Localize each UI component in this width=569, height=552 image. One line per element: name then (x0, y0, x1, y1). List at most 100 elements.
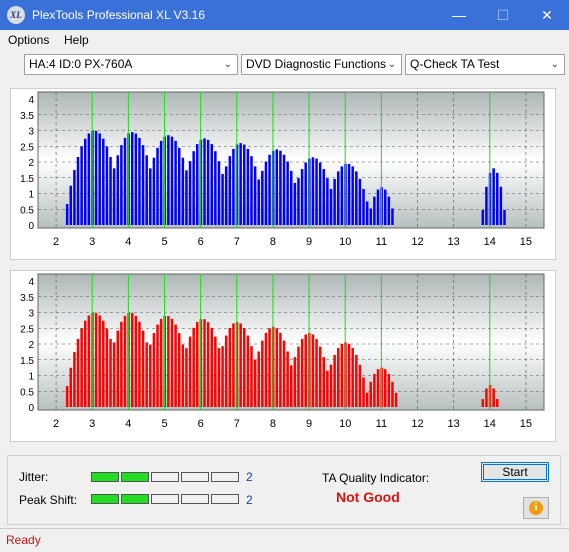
histogram-bar (203, 138, 206, 225)
histogram-bar (214, 336, 217, 407)
histogram-bar (485, 388, 488, 407)
window-title: PlexTools Professional XL V3.16 (32, 8, 205, 22)
histogram-bar (159, 140, 163, 225)
close-button[interactable]: ✕ (525, 0, 569, 30)
x-tick-label: 6 (198, 418, 204, 430)
status-bar: Ready (0, 528, 569, 552)
menu-help[interactable]: Help (64, 33, 89, 47)
menu-options[interactable]: Options (8, 33, 50, 47)
drive-select[interactable]: HA:4 ID:0 PX-760A ⌄ (24, 54, 238, 75)
histogram-bar (481, 399, 485, 407)
histogram-bar (214, 151, 217, 225)
histogram-bar (394, 392, 398, 407)
y-tick-label: 0.5 (20, 387, 34, 398)
title-bar[interactable]: XL PlexTools Professional XL V3.16 — ☐ ✕ (0, 0, 569, 30)
histogram-bar (167, 316, 170, 407)
function-select-value: DVD Diagnostic Functions (246, 57, 387, 71)
histogram-bar (264, 161, 268, 225)
histogram-bar (94, 130, 98, 225)
start-button[interactable]: Start (481, 462, 549, 482)
histogram-bar (347, 163, 351, 225)
y-tick-label: 0.5 (20, 205, 34, 216)
histogram-bar (188, 161, 192, 225)
histogram-bar (275, 149, 279, 225)
histogram-bar (210, 327, 213, 407)
histogram-bar (351, 348, 354, 407)
histogram-bar (293, 183, 297, 225)
y-tick-label: 4 (28, 95, 34, 106)
function-select[interactable]: DVD Diagnostic Functions ⌄ (241, 54, 402, 75)
drive-select-value: HA:4 ID:0 PX-760A (29, 57, 133, 71)
histogram-bar (87, 133, 91, 225)
histogram-bar (329, 188, 333, 225)
histogram-bar (376, 189, 380, 225)
histogram-bar (387, 373, 391, 407)
ta-quality-label: TA Quality Indicator: (322, 471, 430, 485)
histogram-bar (196, 144, 199, 225)
histogram-bar (250, 346, 253, 407)
histogram-bar (318, 162, 322, 225)
histogram-bar (387, 196, 391, 225)
histogram-bar (65, 386, 69, 407)
histogram-bar (228, 327, 232, 407)
histogram-bar (275, 328, 279, 407)
x-tick-label: 4 (125, 418, 131, 430)
histogram-bar (340, 343, 344, 407)
histogram-bar (246, 148, 250, 225)
histogram-bar (145, 155, 148, 225)
histogram-bar (102, 320, 105, 407)
y-tick-label: 3.5 (20, 111, 34, 122)
histogram-bar (232, 148, 235, 225)
histogram-bar (333, 178, 336, 225)
histogram-bar (329, 364, 333, 407)
histogram-bar (87, 315, 91, 407)
histogram-bar (145, 342, 148, 407)
histogram-bar (112, 168, 116, 225)
histogram-bar (355, 354, 358, 407)
histogram-bar (80, 328, 83, 407)
histogram-bar (373, 196, 376, 225)
maximize-button[interactable]: ☐ (481, 0, 525, 30)
meter-segment (91, 472, 119, 482)
toolbar: HA:4 ID:0 PX-760A ⌄ DVD Diagnostic Funct… (0, 51, 569, 81)
x-tick-label: 14 (484, 418, 496, 430)
histogram-bar (239, 323, 242, 407)
histogram-bar (109, 338, 112, 407)
test-select[interactable]: Q-Check TA Test ⌄ (405, 54, 565, 75)
histogram-bar (304, 162, 307, 225)
histogram-bar (279, 332, 282, 407)
histogram-bar (105, 146, 109, 225)
histogram-bar (391, 381, 394, 407)
histogram-bar (243, 327, 246, 407)
histogram-bar (120, 321, 123, 407)
x-tick-label: 7 (234, 236, 240, 248)
close-icon: ✕ (541, 7, 553, 23)
meter-segment (211, 472, 239, 482)
histogram-bar (322, 357, 326, 407)
histogram-bar (217, 161, 221, 225)
histogram-bar (391, 208, 394, 225)
jitter-label: Jitter: (19, 470, 49, 484)
histogram-bar (69, 185, 73, 225)
chevron-down-icon: ⌄ (223, 59, 232, 70)
histogram-bar (246, 335, 250, 407)
histogram-bar (123, 315, 127, 407)
meter-segment (121, 472, 149, 482)
minimize-button[interactable]: — (437, 0, 481, 30)
histogram-bar (362, 377, 365, 407)
histogram-bar (369, 381, 373, 407)
x-tick-label: 11 (376, 236, 387, 248)
histogram-bar (123, 137, 127, 225)
x-tick-label: 8 (270, 418, 276, 430)
x-tick-label: 9 (306, 236, 312, 248)
maximize-icon: ☐ (496, 7, 510, 23)
histogram-bar (177, 333, 181, 407)
histogram-bar (322, 169, 326, 225)
histogram-bar (261, 170, 264, 225)
histogram-bar (105, 328, 109, 407)
info-button[interactable]: i (523, 497, 549, 519)
y-tick-label: 0 (28, 403, 34, 414)
histogram-bar (152, 333, 156, 407)
y-tick-label: 1.5 (20, 174, 34, 185)
x-tick-label: 10 (339, 418, 351, 430)
